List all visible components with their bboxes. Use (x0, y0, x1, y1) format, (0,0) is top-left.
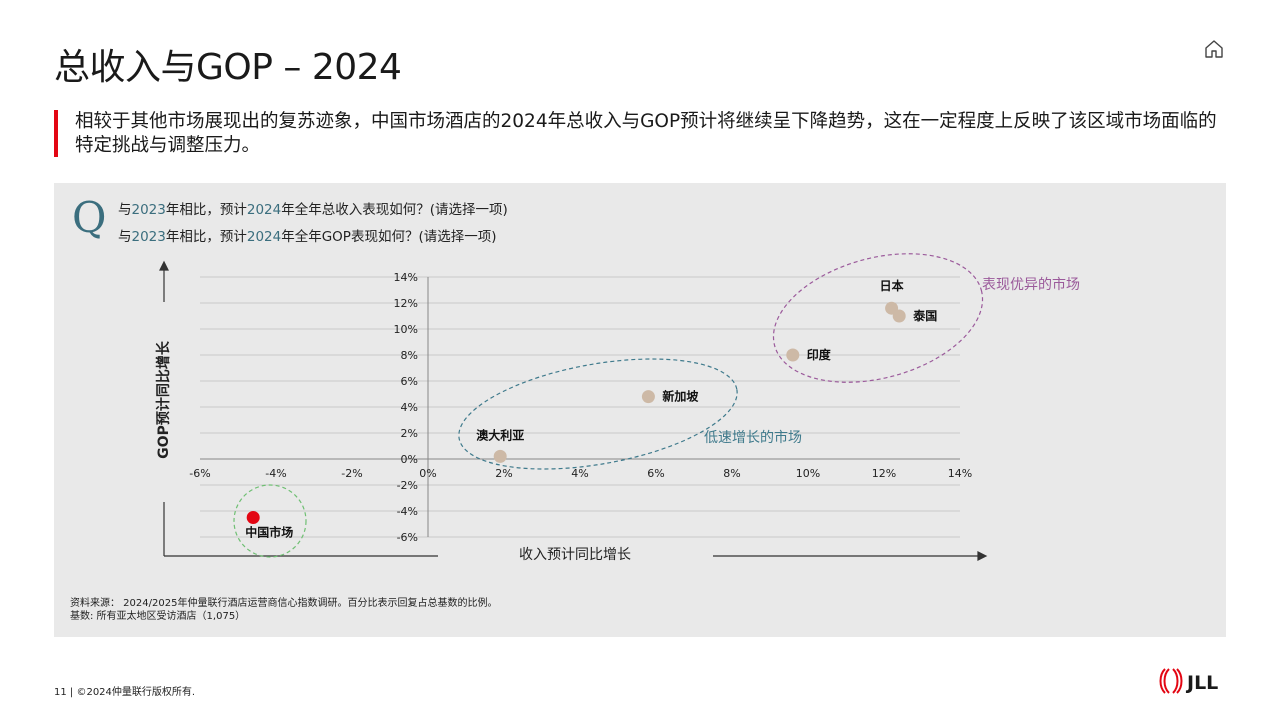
point-label: 日本 (880, 278, 904, 293)
x-tick-label: 6% (647, 467, 664, 480)
y-tick-label: 4% (401, 401, 418, 414)
point-label: 新加坡 (662, 389, 699, 404)
accent-bar (54, 110, 58, 157)
point-label: 澳大利亚 (476, 427, 524, 442)
y-tick-label: 2% (401, 427, 418, 440)
home-icon[interactable] (1203, 38, 1225, 60)
data-point (786, 348, 800, 362)
ellipse-outstanding (772, 253, 984, 383)
ellipse-slow-growth (458, 358, 738, 470)
y-tick-label: 8% (401, 349, 418, 362)
chart-panel (54, 183, 1226, 637)
base-note: 基数: 所有亚太地区受访酒店（1,075） (70, 611, 246, 622)
y-axis-label: GOP预计同比增长 (155, 340, 172, 459)
y-tick-label: 10% (394, 323, 418, 336)
data-point (892, 309, 906, 323)
data-point (641, 390, 655, 404)
x-tick-label: -4% (265, 467, 286, 480)
y-tick-label: 0% (401, 453, 418, 466)
y-tick-label: 6% (401, 375, 418, 388)
chart-grid (200, 276, 960, 538)
page-subtitle: 相较于其他市场展现出的复苏迹象，中国市场酒店的2024年总收入与GOP预计将继续… (75, 111, 1217, 156)
page-title: 总收入与GOP – 2024 (54, 47, 402, 88)
y-tick-label: 14% (394, 271, 418, 284)
data-points (246, 301, 906, 524)
group-ellipses (233, 253, 984, 558)
data-point (246, 511, 260, 524)
svg-text:JLL: JLL (1185, 672, 1218, 694)
jll-logo: JLL (1159, 668, 1218, 694)
x-tick-label: -6% (189, 467, 210, 480)
y-tick-label: -2% (397, 479, 418, 492)
x-tick-label: -2% (341, 467, 362, 480)
circle-china (233, 484, 307, 558)
x-tick-label: 8% (723, 467, 740, 480)
axis-arrows (159, 260, 988, 561)
point-label: 中国市场 (245, 525, 293, 540)
y-tick-label: -6% (397, 531, 418, 544)
footer-copyright: 11 | ©2024仲量联行版权所有. (54, 687, 196, 698)
x-tick-label: 4% (571, 467, 588, 480)
question-marker: Q (72, 193, 107, 242)
x-tick-label: 2% (495, 467, 512, 480)
x-tick-label: 14% (948, 467, 972, 480)
question-line-2: 与2023年相比，预计2024年全年GOP表现如何？(请选择一项) (118, 229, 497, 245)
x-axis-label: 收入预计同比增长 (519, 547, 631, 563)
x-tick-label: 0% (419, 467, 436, 480)
question-line-1: 与2023年相比，预计2024年全年总收入表现如何？(请选择一项) (118, 202, 508, 218)
chart-axes (200, 277, 960, 537)
y-tick-label: -4% (397, 505, 418, 518)
point-label: 泰国 (912, 308, 937, 323)
x-tick-label: 12% (872, 467, 896, 480)
x-tick-labels: -6% -4% -2% 0% 2% 4% 6% 8% 10% 12% 14% (189, 467, 972, 480)
x-tick-label: 10% (796, 467, 820, 480)
y-tick-labels: 14% 12% 10% 8% 6% 4% 2% 0% -2% -4% -6% (394, 271, 418, 544)
y-tick-label: 12% (394, 297, 418, 310)
data-point (493, 449, 507, 463)
annotation-slow-growth: 低速增长的市场 (704, 429, 802, 446)
point-label: 印度 (807, 347, 832, 362)
annotation-outstanding: 表现优异的市场 (982, 276, 1080, 293)
source-note: 资料来源： 2024/2025年仲量联行酒店运营商信心指数调研。百分比表示回复占… (70, 598, 498, 609)
